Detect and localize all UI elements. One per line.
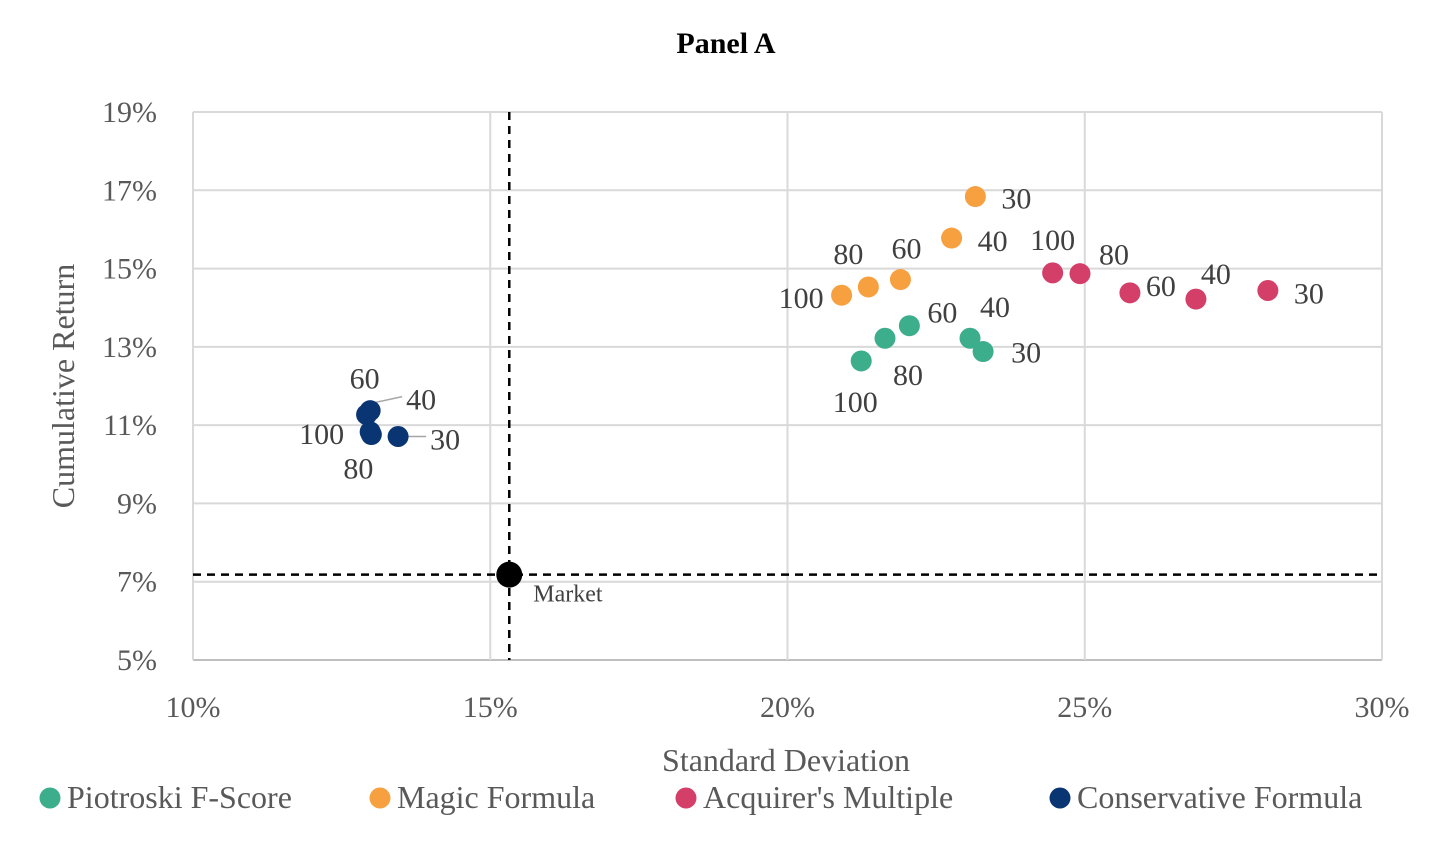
x-tick-label: 10% [166, 691, 221, 724]
data-label: 40 [978, 225, 1008, 258]
y-axis-ticks: 5% 7% 9% 11% 13% 15% 17% 19% [102, 96, 157, 677]
data-point [1119, 282, 1141, 304]
grid [192, 111, 1383, 661]
data-label: 30 [1294, 277, 1324, 310]
y-tick-label: 9% [117, 487, 157, 520]
chart-title: Panel A [676, 27, 776, 60]
y-tick-label: 13% [102, 331, 157, 364]
y-axis-label: Cumulative Return [45, 264, 81, 508]
data-label: 100 [833, 386, 878, 419]
legend-marker [39, 787, 61, 809]
legend-item-label: Acquirer's Multiple [703, 779, 953, 815]
data-point [941, 227, 963, 249]
data-point [359, 421, 381, 443]
data-label: 60 [891, 233, 921, 266]
y-tick-label: 5% [117, 644, 157, 677]
data-label: 100 [779, 282, 824, 315]
data-label: 60 [350, 363, 380, 396]
data-label: 60 [927, 297, 957, 330]
market-reference-lines [193, 112, 1382, 660]
x-tick-label: 25% [1057, 691, 1112, 724]
data-label: 30 [1011, 337, 1041, 370]
legend-item-label: Magic Formula [397, 779, 595, 815]
legend-item-label: Conservative Formula [1077, 779, 1362, 815]
y-tick-label: 19% [102, 96, 157, 129]
data-point [972, 341, 994, 363]
data-point [356, 404, 378, 426]
y-tick-label: 7% [117, 566, 157, 599]
data-label: 80 [893, 359, 923, 392]
data-label: 100 [1030, 224, 1075, 257]
data-point [874, 327, 896, 349]
x-axis-ticks: 10% 15% 20% 25% 30% [166, 691, 1410, 724]
data-label: 30 [1001, 183, 1031, 216]
data-point [1042, 262, 1064, 284]
data-label: 60 [1146, 270, 1176, 303]
y-tick-label: 11% [103, 409, 157, 442]
x-tick-label: 15% [463, 691, 518, 724]
data-point [1185, 288, 1207, 310]
legend: Piotroski F-Score Magic Formula Acquirer's… [39, 779, 1362, 815]
data-label: 80 [1099, 239, 1129, 272]
data-point [959, 327, 981, 349]
data-label: 30 [430, 423, 460, 456]
data-point [1257, 279, 1279, 301]
y-tick-label: 17% [102, 174, 157, 207]
market-point [496, 561, 523, 588]
data-point [898, 315, 920, 337]
data-point [850, 350, 872, 372]
legend-marker [369, 787, 391, 809]
legend-marker [675, 787, 697, 809]
data-label: 40 [406, 384, 436, 417]
data-point [831, 284, 853, 306]
market-label: Market [533, 582, 603, 608]
legend-marker [1049, 787, 1071, 809]
data-label: 80 [343, 453, 373, 486]
y-tick-label: 15% [102, 253, 157, 286]
data-point [889, 269, 911, 291]
data-label: 100 [299, 418, 344, 451]
data-point [1069, 263, 1091, 285]
data-point [964, 186, 986, 208]
x-tick-label: 30% [1355, 691, 1410, 724]
data-label: 40 [980, 291, 1010, 324]
x-axis-label: Standard Deviation [662, 742, 910, 778]
x-tick-label: 20% [760, 691, 815, 724]
legend-item-label: Piotroski F-Score [67, 779, 292, 815]
data-points [356, 186, 1279, 588]
data-label: 80 [833, 238, 863, 271]
data-label: 40 [1201, 258, 1231, 291]
data-point [857, 276, 879, 298]
data-point [387, 425, 409, 447]
